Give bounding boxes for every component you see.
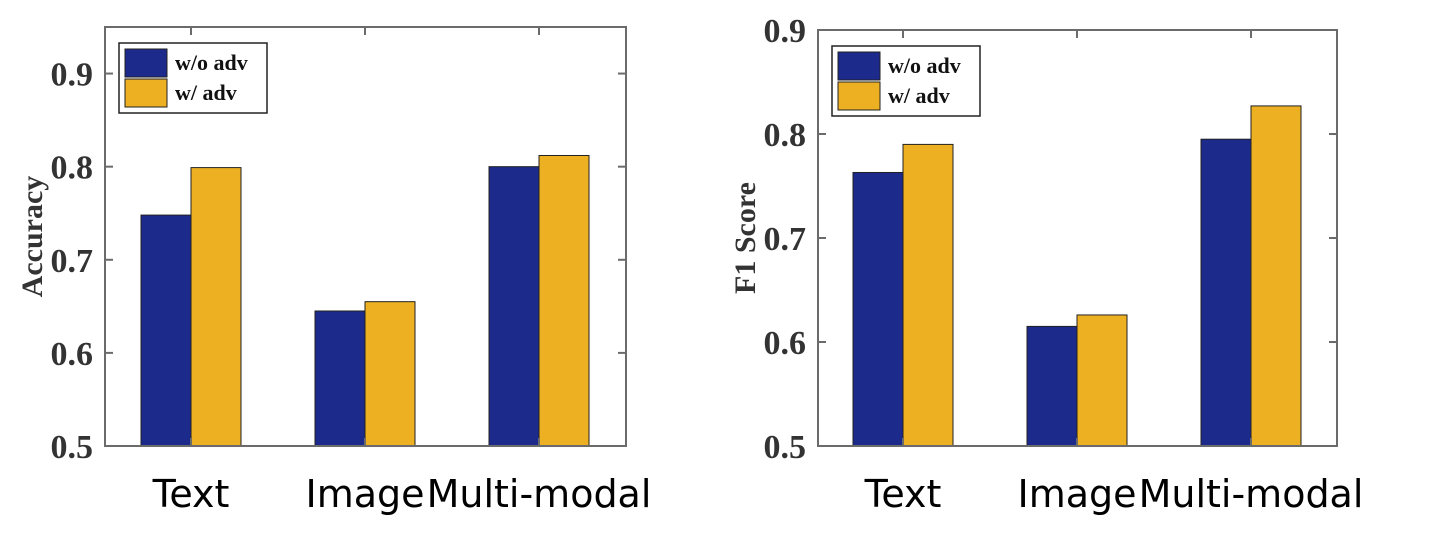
x-tick-label: Multi-modal	[1139, 472, 1364, 516]
legend: w/o adv w/ adv	[831, 45, 981, 117]
x-tick-label: Multi-modal	[427, 472, 652, 516]
bar-text-series-2	[190, 167, 242, 447]
bar-multi-modal-series-2	[538, 154, 590, 447]
legend-label: w/ adv	[888, 83, 950, 108]
y-tick-label: 0.5	[51, 429, 94, 466]
x-tick-label: Text	[864, 472, 942, 516]
y-axis-label: F1 Score	[729, 182, 762, 294]
bar-multi-modal-series-1	[488, 166, 540, 447]
legend-label: w/o adv	[175, 50, 248, 75]
legend-swatch-series-1	[124, 48, 168, 78]
y-tick-label: 0.5	[764, 429, 807, 466]
y-tick-label: 0.9	[764, 13, 807, 50]
bar-text-series-1	[140, 214, 192, 447]
legend-swatch-series-2	[124, 78, 168, 108]
y-tick-label: 0.7	[764, 221, 807, 258]
chart-2: Text Image Multi-modal 0.5 0.6 0.7 0.8 0.9 F1 Sc…	[729, 13, 1363, 516]
bar-multi-modal-series-2	[1250, 105, 1302, 447]
bar-text-series-1	[852, 171, 904, 447]
y-tick-label: 0.8	[764, 117, 807, 154]
bar-image-series-2	[364, 301, 416, 447]
bar-image-series-1	[314, 310, 366, 447]
chart-1: Text Image Multi-modal 0.5 0.6 0.7 0.8 0.9 Accur…	[16, 26, 652, 516]
y-tick-label: 0.8	[51, 150, 94, 187]
bar-image-series-2	[1076, 314, 1128, 447]
x-tick-label: Text	[152, 472, 230, 516]
legend-label: w/ adv	[175, 80, 237, 105]
y-tick-label: 0.9	[51, 57, 94, 94]
bar-image-series-1	[1026, 325, 1078, 447]
y-tick-label: 0.6	[51, 336, 94, 373]
legend-swatch-series-1	[837, 51, 881, 81]
x-tick-label: Image	[305, 472, 424, 516]
x-tick-label: Image	[1017, 472, 1136, 516]
legend-label: w/o adv	[888, 53, 961, 78]
legend: w/o adv w/ adv	[118, 42, 268, 114]
y-tick-label: 0.7	[51, 243, 94, 280]
y-axis-label: Accuracy	[16, 176, 49, 298]
legend-swatch-series-2	[837, 81, 881, 111]
bar-text-series-2	[902, 143, 954, 447]
bar-multi-modal-series-1	[1200, 138, 1252, 447]
y-tick-label: 0.6	[764, 325, 807, 362]
